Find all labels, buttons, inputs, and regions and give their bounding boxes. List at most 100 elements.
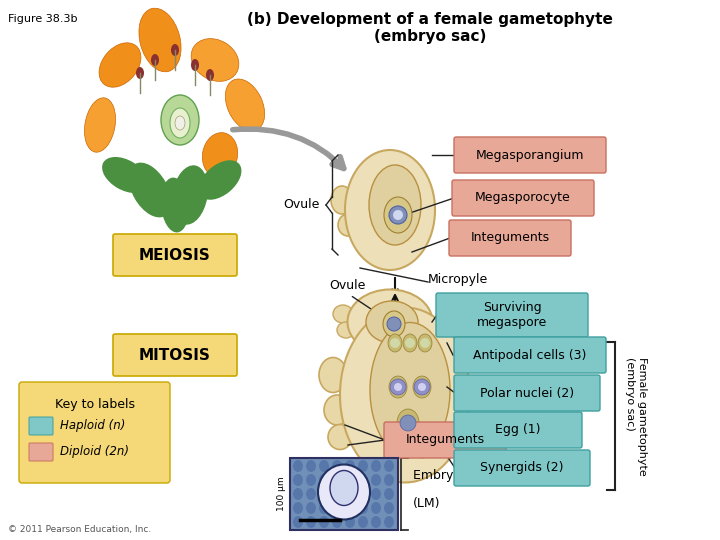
- Ellipse shape: [371, 516, 381, 528]
- Text: Egg (1): Egg (1): [495, 423, 541, 436]
- Ellipse shape: [225, 79, 265, 131]
- Ellipse shape: [319, 516, 329, 528]
- Ellipse shape: [306, 516, 316, 528]
- FancyBboxPatch shape: [113, 234, 237, 276]
- Ellipse shape: [191, 39, 239, 82]
- Ellipse shape: [358, 460, 368, 472]
- FancyBboxPatch shape: [452, 180, 594, 216]
- Ellipse shape: [324, 395, 350, 425]
- Ellipse shape: [345, 488, 355, 500]
- Ellipse shape: [332, 488, 342, 500]
- FancyBboxPatch shape: [449, 220, 571, 256]
- Ellipse shape: [358, 474, 368, 486]
- Ellipse shape: [384, 197, 412, 233]
- Ellipse shape: [386, 436, 402, 458]
- Ellipse shape: [371, 460, 381, 472]
- FancyBboxPatch shape: [454, 375, 600, 411]
- Text: Antipodal cells (3): Antipodal cells (3): [473, 348, 587, 361]
- Ellipse shape: [293, 474, 303, 486]
- Ellipse shape: [366, 301, 418, 343]
- Ellipse shape: [99, 43, 141, 87]
- Ellipse shape: [136, 67, 144, 79]
- Ellipse shape: [306, 502, 316, 514]
- Ellipse shape: [199, 160, 241, 200]
- Ellipse shape: [358, 516, 368, 528]
- Ellipse shape: [384, 502, 394, 514]
- Ellipse shape: [170, 108, 190, 138]
- Circle shape: [394, 383, 402, 391]
- Ellipse shape: [397, 409, 419, 437]
- Ellipse shape: [318, 464, 370, 519]
- Text: MITOSIS: MITOSIS: [139, 348, 211, 362]
- Text: (LM): (LM): [413, 497, 441, 510]
- Ellipse shape: [358, 502, 368, 514]
- Text: Ovule: Ovule: [329, 279, 365, 292]
- Text: Micropyle: Micropyle: [428, 273, 488, 287]
- Ellipse shape: [345, 502, 355, 514]
- Ellipse shape: [319, 474, 329, 486]
- Ellipse shape: [331, 186, 353, 214]
- Text: Haploid (n): Haploid (n): [60, 420, 125, 433]
- Circle shape: [390, 338, 400, 348]
- FancyBboxPatch shape: [384, 422, 506, 458]
- Ellipse shape: [384, 474, 394, 486]
- Text: Surviving
megaspore: Surviving megaspore: [477, 301, 547, 329]
- Ellipse shape: [333, 305, 353, 323]
- Ellipse shape: [340, 307, 470, 483]
- Ellipse shape: [332, 502, 342, 514]
- Text: MEIOSIS: MEIOSIS: [139, 247, 211, 262]
- Text: Key to labels: Key to labels: [55, 398, 135, 411]
- Text: Megasporocyte: Megasporocyte: [475, 192, 571, 205]
- Ellipse shape: [191, 59, 199, 71]
- FancyBboxPatch shape: [113, 334, 237, 376]
- Ellipse shape: [293, 516, 303, 528]
- Ellipse shape: [345, 474, 355, 486]
- FancyBboxPatch shape: [454, 337, 606, 373]
- Text: Megasporangium: Megasporangium: [476, 148, 584, 161]
- Ellipse shape: [418, 334, 432, 352]
- Ellipse shape: [319, 488, 329, 500]
- FancyBboxPatch shape: [19, 382, 170, 483]
- Circle shape: [390, 379, 406, 395]
- Ellipse shape: [151, 54, 159, 66]
- FancyBboxPatch shape: [436, 293, 588, 337]
- Text: Integuments: Integuments: [405, 434, 485, 447]
- Ellipse shape: [384, 460, 394, 472]
- Ellipse shape: [306, 474, 316, 486]
- Ellipse shape: [332, 516, 342, 528]
- Ellipse shape: [371, 488, 381, 500]
- Circle shape: [420, 338, 430, 348]
- Circle shape: [387, 317, 401, 331]
- Text: Synergids (2): Synergids (2): [480, 462, 564, 475]
- Ellipse shape: [293, 460, 303, 472]
- Text: Embryo sac: Embryo sac: [413, 469, 486, 483]
- Ellipse shape: [337, 322, 355, 338]
- Ellipse shape: [293, 502, 303, 514]
- Ellipse shape: [389, 376, 407, 398]
- Ellipse shape: [388, 334, 402, 352]
- Ellipse shape: [293, 488, 303, 500]
- Ellipse shape: [345, 516, 355, 528]
- Circle shape: [400, 415, 416, 431]
- Ellipse shape: [403, 334, 417, 352]
- Ellipse shape: [84, 98, 115, 152]
- Circle shape: [414, 379, 430, 395]
- FancyBboxPatch shape: [29, 443, 53, 461]
- Ellipse shape: [413, 376, 431, 398]
- Ellipse shape: [348, 289, 433, 354]
- Ellipse shape: [332, 460, 342, 472]
- Ellipse shape: [345, 150, 435, 270]
- Ellipse shape: [414, 436, 430, 458]
- Ellipse shape: [161, 95, 199, 145]
- Ellipse shape: [345, 460, 355, 472]
- FancyBboxPatch shape: [454, 137, 606, 173]
- Text: Figure 38.3b: Figure 38.3b: [8, 14, 78, 24]
- Ellipse shape: [384, 516, 394, 528]
- Ellipse shape: [383, 311, 405, 337]
- Ellipse shape: [370, 322, 450, 457]
- Ellipse shape: [139, 8, 181, 72]
- Text: (b) Development of a female gametophyte
(embryo sac): (b) Development of a female gametophyte …: [247, 12, 613, 44]
- Ellipse shape: [306, 460, 316, 472]
- Ellipse shape: [129, 163, 171, 218]
- Text: Polar nuclei (2): Polar nuclei (2): [480, 387, 574, 400]
